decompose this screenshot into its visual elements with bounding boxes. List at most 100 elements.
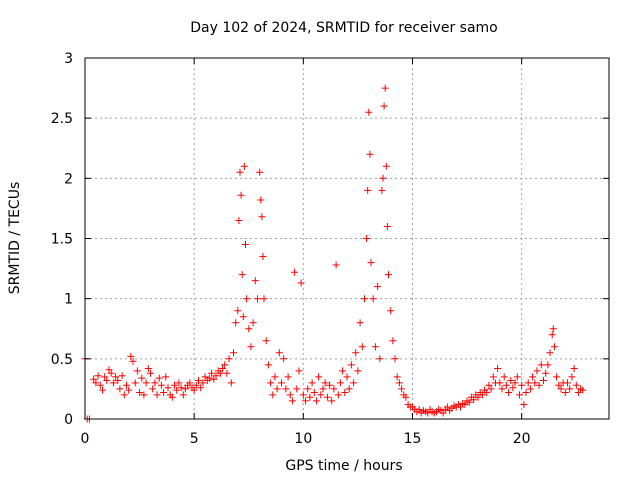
data-point: [232, 319, 240, 327]
data-point: [321, 379, 329, 387]
data-point: [345, 385, 353, 393]
data-point: [502, 381, 510, 389]
data-point: [347, 361, 355, 369]
data-point: [221, 361, 229, 369]
data-point: [310, 389, 318, 396]
data-point: [208, 369, 216, 377]
data-point: [235, 217, 243, 224]
data-point: [356, 319, 364, 327]
data-point: [125, 386, 133, 394]
data-point: [350, 379, 358, 387]
data-point: [379, 174, 387, 182]
data-point: [269, 391, 277, 399]
data-point: [494, 365, 502, 372]
data-point: [120, 391, 128, 399]
data-point: [236, 168, 244, 176]
data-point: [381, 84, 389, 92]
data-point: [568, 373, 576, 381]
data-point: [315, 373, 323, 381]
data-point: [319, 385, 327, 393]
data-point: [341, 389, 349, 396]
y-tick-label: 0: [64, 412, 73, 428]
data-point: [242, 241, 249, 248]
x-tick-label: 10: [294, 431, 312, 447]
data-point: [457, 403, 464, 411]
data-point: [520, 401, 528, 409]
data-point: [398, 385, 406, 393]
data-point: [306, 393, 314, 401]
data-point: [323, 393, 331, 401]
data-point: [498, 385, 506, 393]
data-point: [173, 386, 181, 394]
data-point: [339, 367, 347, 375]
x-axis-label: GPS time / hours: [285, 458, 402, 474]
data-point: [557, 385, 565, 393]
data-point: [190, 386, 198, 394]
data-point: [127, 352, 135, 360]
data-point: [201, 373, 209, 381]
data-point: [245, 325, 253, 333]
data-point: [369, 295, 377, 303]
y-tick-label: 3: [64, 51, 73, 67]
data-point: [330, 385, 338, 393]
data-point: [542, 369, 550, 377]
data-point: [343, 373, 351, 381]
data-point: [103, 377, 111, 384]
data-point: [393, 373, 401, 381]
data-point: [247, 343, 255, 351]
data-point: [328, 397, 336, 405]
data-point: [151, 379, 159, 387]
data-point: [138, 374, 146, 382]
data-point: [157, 381, 165, 389]
data-point: [278, 379, 285, 387]
data-point: [470, 396, 478, 404]
data-point: [540, 377, 547, 384]
data-point: [243, 295, 251, 303]
y-tick-label: 2: [64, 171, 73, 187]
data-point: [225, 355, 233, 363]
data-point: [123, 381, 130, 389]
data-point: [380, 102, 388, 110]
data-point: [251, 277, 259, 285]
data-point: [548, 331, 556, 339]
data-point: [415, 405, 423, 413]
data-point: [282, 385, 290, 393]
data-point: [537, 361, 545, 369]
data-point: [284, 373, 292, 381]
data-point: [237, 191, 245, 199]
data-point: [505, 389, 513, 396]
data-point: [155, 374, 163, 382]
data-point: [364, 186, 372, 194]
data-point: [383, 223, 391, 230]
data-point: [240, 162, 248, 170]
data-point: [181, 385, 189, 393]
data-point: [365, 108, 373, 116]
data-point: [105, 366, 113, 374]
data-point: [288, 397, 296, 405]
data-point: [516, 391, 523, 399]
data-point: [216, 369, 224, 377]
data-point: [264, 361, 272, 369]
data-point: [256, 168, 264, 176]
data-point: [478, 391, 486, 399]
data-point: [223, 369, 231, 377]
data-point: [566, 385, 574, 393]
data-point: [219, 365, 227, 372]
data-point: [535, 381, 543, 389]
data-point: [461, 401, 469, 409]
data-point: [160, 389, 168, 396]
data-point: [553, 373, 561, 381]
x-tick-label: 5: [190, 431, 199, 447]
data-point: [395, 379, 403, 387]
data-point: [164, 384, 172, 392]
data-point: [382, 162, 390, 170]
data-point: [262, 337, 270, 345]
data-point: [424, 409, 432, 417]
data-point: [260, 295, 268, 303]
data-point: [293, 385, 301, 393]
data-point: [162, 373, 170, 381]
data-point: [199, 379, 207, 387]
data-point: [465, 398, 473, 406]
x-tick-label: 0: [81, 431, 90, 447]
